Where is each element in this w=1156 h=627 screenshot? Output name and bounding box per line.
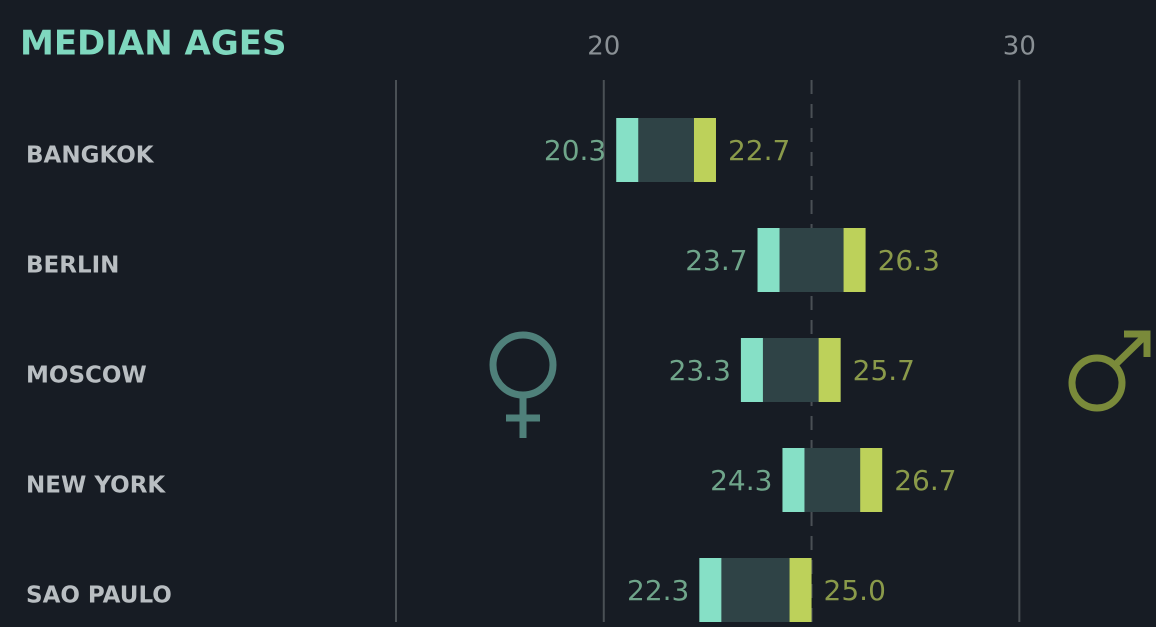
male-value-label: 26.7 bbox=[894, 464, 956, 497]
female-cap bbox=[699, 558, 722, 622]
category-label: BERLIN bbox=[26, 253, 119, 279]
x-tick-label: 20 bbox=[587, 32, 620, 62]
female-icon bbox=[489, 331, 557, 438]
male-value-label: 25.7 bbox=[853, 354, 915, 387]
male-cap bbox=[789, 558, 812, 622]
male-cap bbox=[818, 338, 841, 402]
female-value-label: 22.3 bbox=[627, 574, 689, 607]
female-value-label: 20.3 bbox=[544, 134, 606, 167]
male-value-label: 22.7 bbox=[728, 134, 790, 167]
male-cap bbox=[693, 118, 716, 182]
male-cap bbox=[860, 448, 883, 512]
category-label: NEW YORK bbox=[26, 473, 166, 499]
x-tick-label: 30 bbox=[1003, 32, 1036, 62]
male-value-label: 26.3 bbox=[878, 244, 940, 277]
female-cap bbox=[616, 118, 639, 182]
female-value-label: 23.7 bbox=[685, 244, 747, 277]
male-icon bbox=[1068, 330, 1151, 412]
male-value-label: 25.0 bbox=[824, 574, 886, 607]
chart-title: MEDIAN AGES bbox=[20, 24, 286, 64]
plot: 20 30 BANGKOK 20.3 22.7 BERLIN 23.7 26.3 MOSCOW 2… bbox=[26, 32, 1036, 622]
female-cap bbox=[740, 338, 763, 402]
category-label: MOSCOW bbox=[26, 363, 147, 389]
category-label: SAO PAULO bbox=[26, 583, 172, 609]
male-cap bbox=[843, 228, 866, 292]
female-cap bbox=[757, 228, 780, 292]
category-label: BANGKOK bbox=[26, 143, 155, 169]
female-cap bbox=[782, 448, 805, 512]
female-value-label: 24.3 bbox=[710, 464, 772, 497]
female-value-label: 23.3 bbox=[669, 354, 731, 387]
